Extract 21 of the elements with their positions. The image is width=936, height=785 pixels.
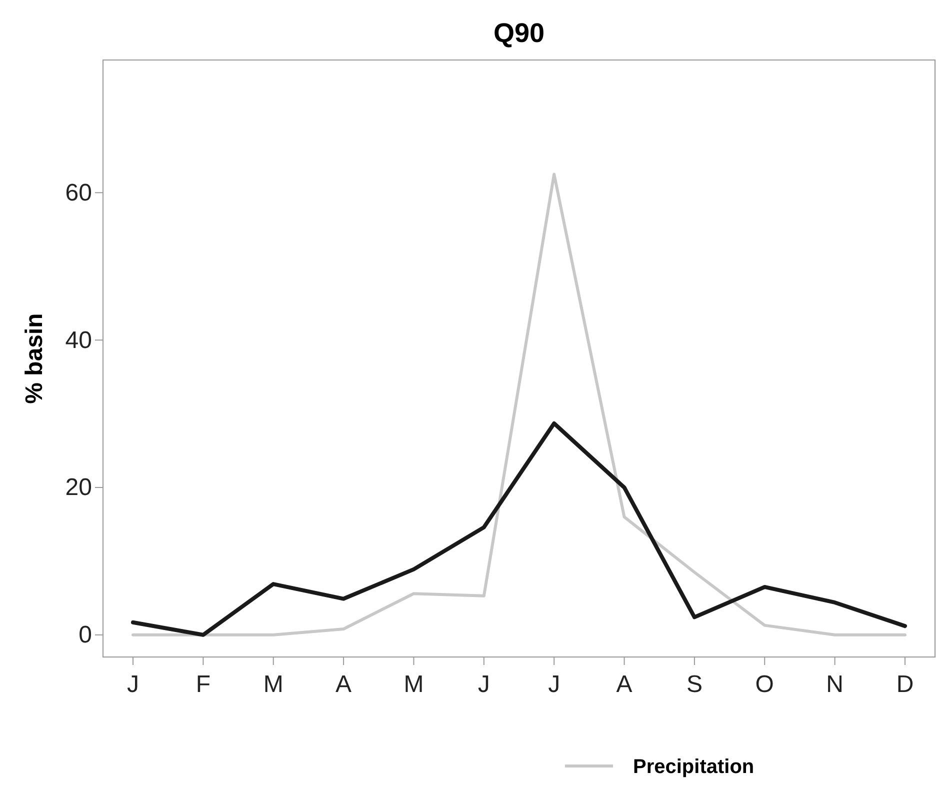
x-tick-label: J <box>478 671 490 698</box>
y-axis-title: % basin <box>21 313 48 404</box>
x-tick-label: S <box>686 671 702 698</box>
x-tick-label: N <box>826 671 844 698</box>
x-tick-label: F <box>196 671 211 698</box>
x-tick-label: O <box>755 671 774 698</box>
x-tick-label: J <box>127 671 139 698</box>
line-series <box>132 172 906 636</box>
y-tick-label: 60 <box>65 179 92 206</box>
x-tick-label: M <box>263 671 284 698</box>
line-series <box>131 421 907 637</box>
legend-label: Precipitation <box>633 756 754 778</box>
y-tick-label: 40 <box>65 326 92 354</box>
x-tick-label: D <box>896 671 914 698</box>
x-tick-label: A <box>336 671 352 698</box>
x-tick-label: J <box>548 671 560 698</box>
y-tick-label: 0 <box>78 622 92 649</box>
chart-title: Q90 <box>493 18 545 48</box>
x-tick-label: A <box>616 671 632 698</box>
y-tick-label: 20 <box>65 474 92 502</box>
x-tick-label: M <box>404 671 424 698</box>
